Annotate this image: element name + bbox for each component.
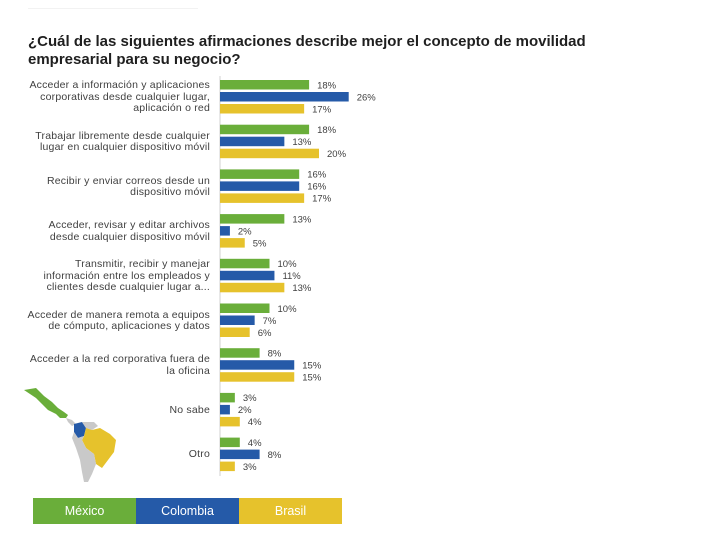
bar-mexico bbox=[220, 392, 235, 403]
category-label: Recibir y enviar correos desde un dispos… bbox=[46, 174, 210, 199]
bar-brasil bbox=[220, 416, 240, 427]
bar-mexico bbox=[220, 258, 270, 269]
category-label: Trabajar libremente desde cualquier luga… bbox=[35, 129, 210, 154]
data-label: 13% bbox=[292, 283, 312, 294]
bar-colombia bbox=[220, 449, 260, 460]
bar-colombia bbox=[220, 136, 285, 147]
data-label: 2% bbox=[238, 226, 252, 237]
map-central-america bbox=[66, 418, 76, 426]
data-label: 17% bbox=[312, 104, 332, 115]
data-label: 8% bbox=[268, 450, 282, 461]
data-label: 5% bbox=[253, 238, 267, 249]
data-label: 17% bbox=[312, 194, 332, 205]
data-label: 6% bbox=[258, 328, 272, 339]
bar-brasil bbox=[220, 327, 250, 337]
bar-mexico bbox=[220, 124, 310, 135]
bar-brasil bbox=[220, 282, 285, 293]
category-label: Otro bbox=[188, 448, 210, 461]
bar-brasil bbox=[220, 148, 319, 159]
data-label: 20% bbox=[327, 149, 347, 160]
data-label: 10% bbox=[278, 259, 298, 270]
legend-item-colombia: Colombia bbox=[136, 498, 239, 524]
category-label: No sabe bbox=[169, 403, 210, 416]
category-label: Acceder a la red corporativa fuera de la… bbox=[29, 353, 210, 377]
map-south-cone bbox=[72, 432, 96, 482]
bar-mexico bbox=[220, 80, 310, 90]
bar-colombia bbox=[220, 315, 255, 325]
data-label: 11% bbox=[282, 271, 301, 282]
data-label: 16% bbox=[307, 170, 327, 181]
data-label: 16% bbox=[307, 182, 327, 193]
bar-mexico bbox=[220, 303, 270, 313]
data-label: 18% bbox=[317, 80, 337, 91]
bar-brasil bbox=[220, 372, 295, 382]
bar-brasil bbox=[220, 461, 235, 472]
data-label: 26% bbox=[357, 92, 377, 103]
data-label: 8% bbox=[268, 349, 282, 360]
data-label: 4% bbox=[248, 438, 262, 449]
bar-colombia bbox=[220, 181, 300, 191]
bar-mexico bbox=[220, 169, 300, 179]
data-label: 10% bbox=[278, 304, 298, 315]
data-label: 7% bbox=[263, 316, 277, 327]
category-label: Acceder, revisar y editar archivos desde… bbox=[48, 219, 210, 243]
data-label: 15% bbox=[302, 361, 322, 372]
data-label: 13% bbox=[292, 137, 312, 148]
data-label: 13% bbox=[292, 214, 312, 225]
bar-colombia bbox=[220, 270, 275, 281]
latin-america-map-icon bbox=[24, 388, 116, 482]
bar-mexico bbox=[220, 437, 240, 448]
bar-colombia bbox=[220, 92, 349, 102]
data-label: 3% bbox=[243, 462, 257, 473]
legend: México Colombia Brasil bbox=[33, 498, 342, 524]
bar-colombia bbox=[220, 360, 295, 370]
category-label: Transmitir, recibir y manejar informació… bbox=[43, 258, 210, 294]
bar-brasil bbox=[220, 104, 305, 114]
data-label: 4% bbox=[248, 417, 262, 428]
bar-colombia bbox=[220, 226, 230, 236]
legend-item-mexico: México bbox=[33, 498, 136, 524]
legend-item-brasil: Brasil bbox=[239, 498, 342, 524]
bar-brasil bbox=[220, 238, 245, 248]
category-label: Acceder a información y aplicaciones cor… bbox=[29, 79, 210, 115]
category-label: Acceder de manera remota a equipos de có… bbox=[27, 308, 210, 333]
data-label: 15% bbox=[302, 373, 322, 384]
bar-mexico bbox=[220, 348, 260, 358]
map-brazil bbox=[82, 428, 116, 468]
bar-mexico bbox=[220, 214, 285, 224]
data-label: 2% bbox=[238, 405, 252, 416]
top-divider bbox=[28, 8, 198, 9]
bar-colombia bbox=[220, 404, 230, 415]
data-label: 18% bbox=[317, 125, 337, 136]
chart-title: ¿Cuál de las siguientes afirmaciones des… bbox=[28, 33, 586, 68]
data-label: 3% bbox=[243, 393, 257, 404]
map-colombia bbox=[74, 422, 86, 438]
bar-brasil bbox=[220, 193, 305, 203]
map-mexico bbox=[24, 388, 68, 418]
